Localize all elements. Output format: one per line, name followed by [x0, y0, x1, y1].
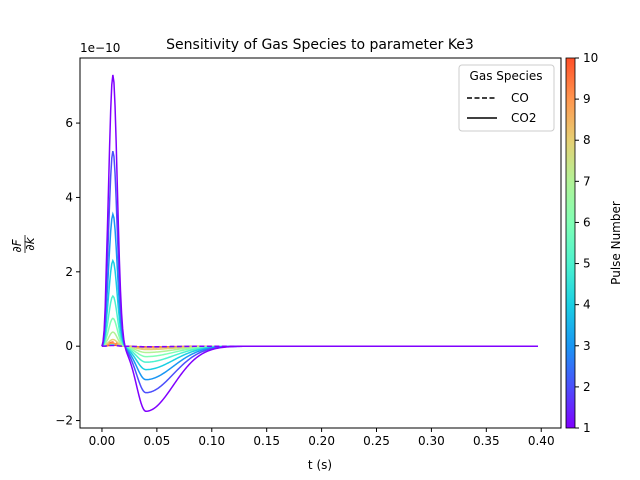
colorbar-tick-label: 1: [583, 421, 591, 435]
series-group: [101, 74, 538, 412]
x-tick-label: 0.15: [253, 434, 280, 448]
y-tick-label: 0: [65, 339, 73, 353]
colorbar-label: Pulse Number: [609, 201, 623, 285]
y-tick-label: 2: [65, 265, 73, 279]
colorbar-tick-label: 4: [583, 298, 591, 312]
colorbar-tick-label: 10: [583, 51, 598, 65]
x-tick-label: 0.35: [473, 434, 500, 448]
co-series-line-pulse-1: [101, 344, 538, 348]
co2-series-line-pulse-5: [101, 294, 538, 363]
legend-co2-label: CO2: [511, 111, 536, 125]
legend-title: Gas Species: [470, 69, 543, 83]
co2-series-line-pulse-8: [101, 338, 538, 351]
y-axis-label-numerator: ∂F: [10, 238, 24, 252]
x-axis-label: t (s): [308, 458, 332, 472]
x-tick-label: 0.10: [198, 434, 225, 448]
colorbar-tick-label: 6: [583, 215, 591, 229]
colorbar-gradient: [565, 57, 576, 429]
svg-text:∂F ∂k: ∂F ∂k: [10, 236, 37, 253]
co2-series-line-pulse-7: [101, 331, 538, 354]
x-tick-label: 0.30: [418, 434, 445, 448]
x-tick-label: 0.05: [144, 434, 171, 448]
x-tick-label: 0.25: [363, 434, 390, 448]
colorbar-tick-label: 7: [583, 174, 591, 188]
legend: Gas Species CO CO2: [458, 64, 555, 132]
colorbar: 1 2 3 4 5 6 7 8 9 10 Pulse Number: [565, 51, 623, 435]
colorbar-tick-label: 5: [583, 257, 591, 271]
plot-area: [79, 57, 562, 429]
x-tick-label: 0.40: [528, 434, 555, 448]
colorbar-tick-label: 9: [583, 92, 591, 106]
y-axis: −2 0 2 4 6: [55, 116, 80, 428]
colorbar-tick-label: 2: [583, 380, 591, 394]
legend-co-label: CO: [511, 91, 529, 105]
chart-title: Sensitivity of Gas Species to parameter …: [166, 37, 474, 53]
colorbar-tick-label: 3: [583, 339, 591, 353]
legend-frame: [458, 64, 555, 132]
colorbar-tick-label: 8: [583, 133, 591, 147]
x-tick-label: 0.20: [308, 434, 335, 448]
co2-series-line-pulse-2: [101, 150, 538, 394]
y-offset-text: 1e−10: [80, 41, 120, 55]
colorbar-ticks: 1 2 3 4 5 6 7 8 9 10: [575, 51, 598, 435]
co2-series-line-pulse-3: [101, 211, 538, 381]
y-axis-label: ∂F ∂k: [10, 235, 37, 253]
x-tick-label: 0.00: [89, 434, 116, 448]
y-tick-label: 4: [65, 190, 73, 204]
y-tick-label: −2: [55, 414, 73, 428]
y-axis-label-denominator: ∂k: [23, 236, 37, 250]
y-tick-label: 6: [65, 116, 73, 130]
x-axis: 0.00 0.05 0.10 0.15 0.20 0.25 0.30 0.35 0.40: [89, 428, 555, 448]
